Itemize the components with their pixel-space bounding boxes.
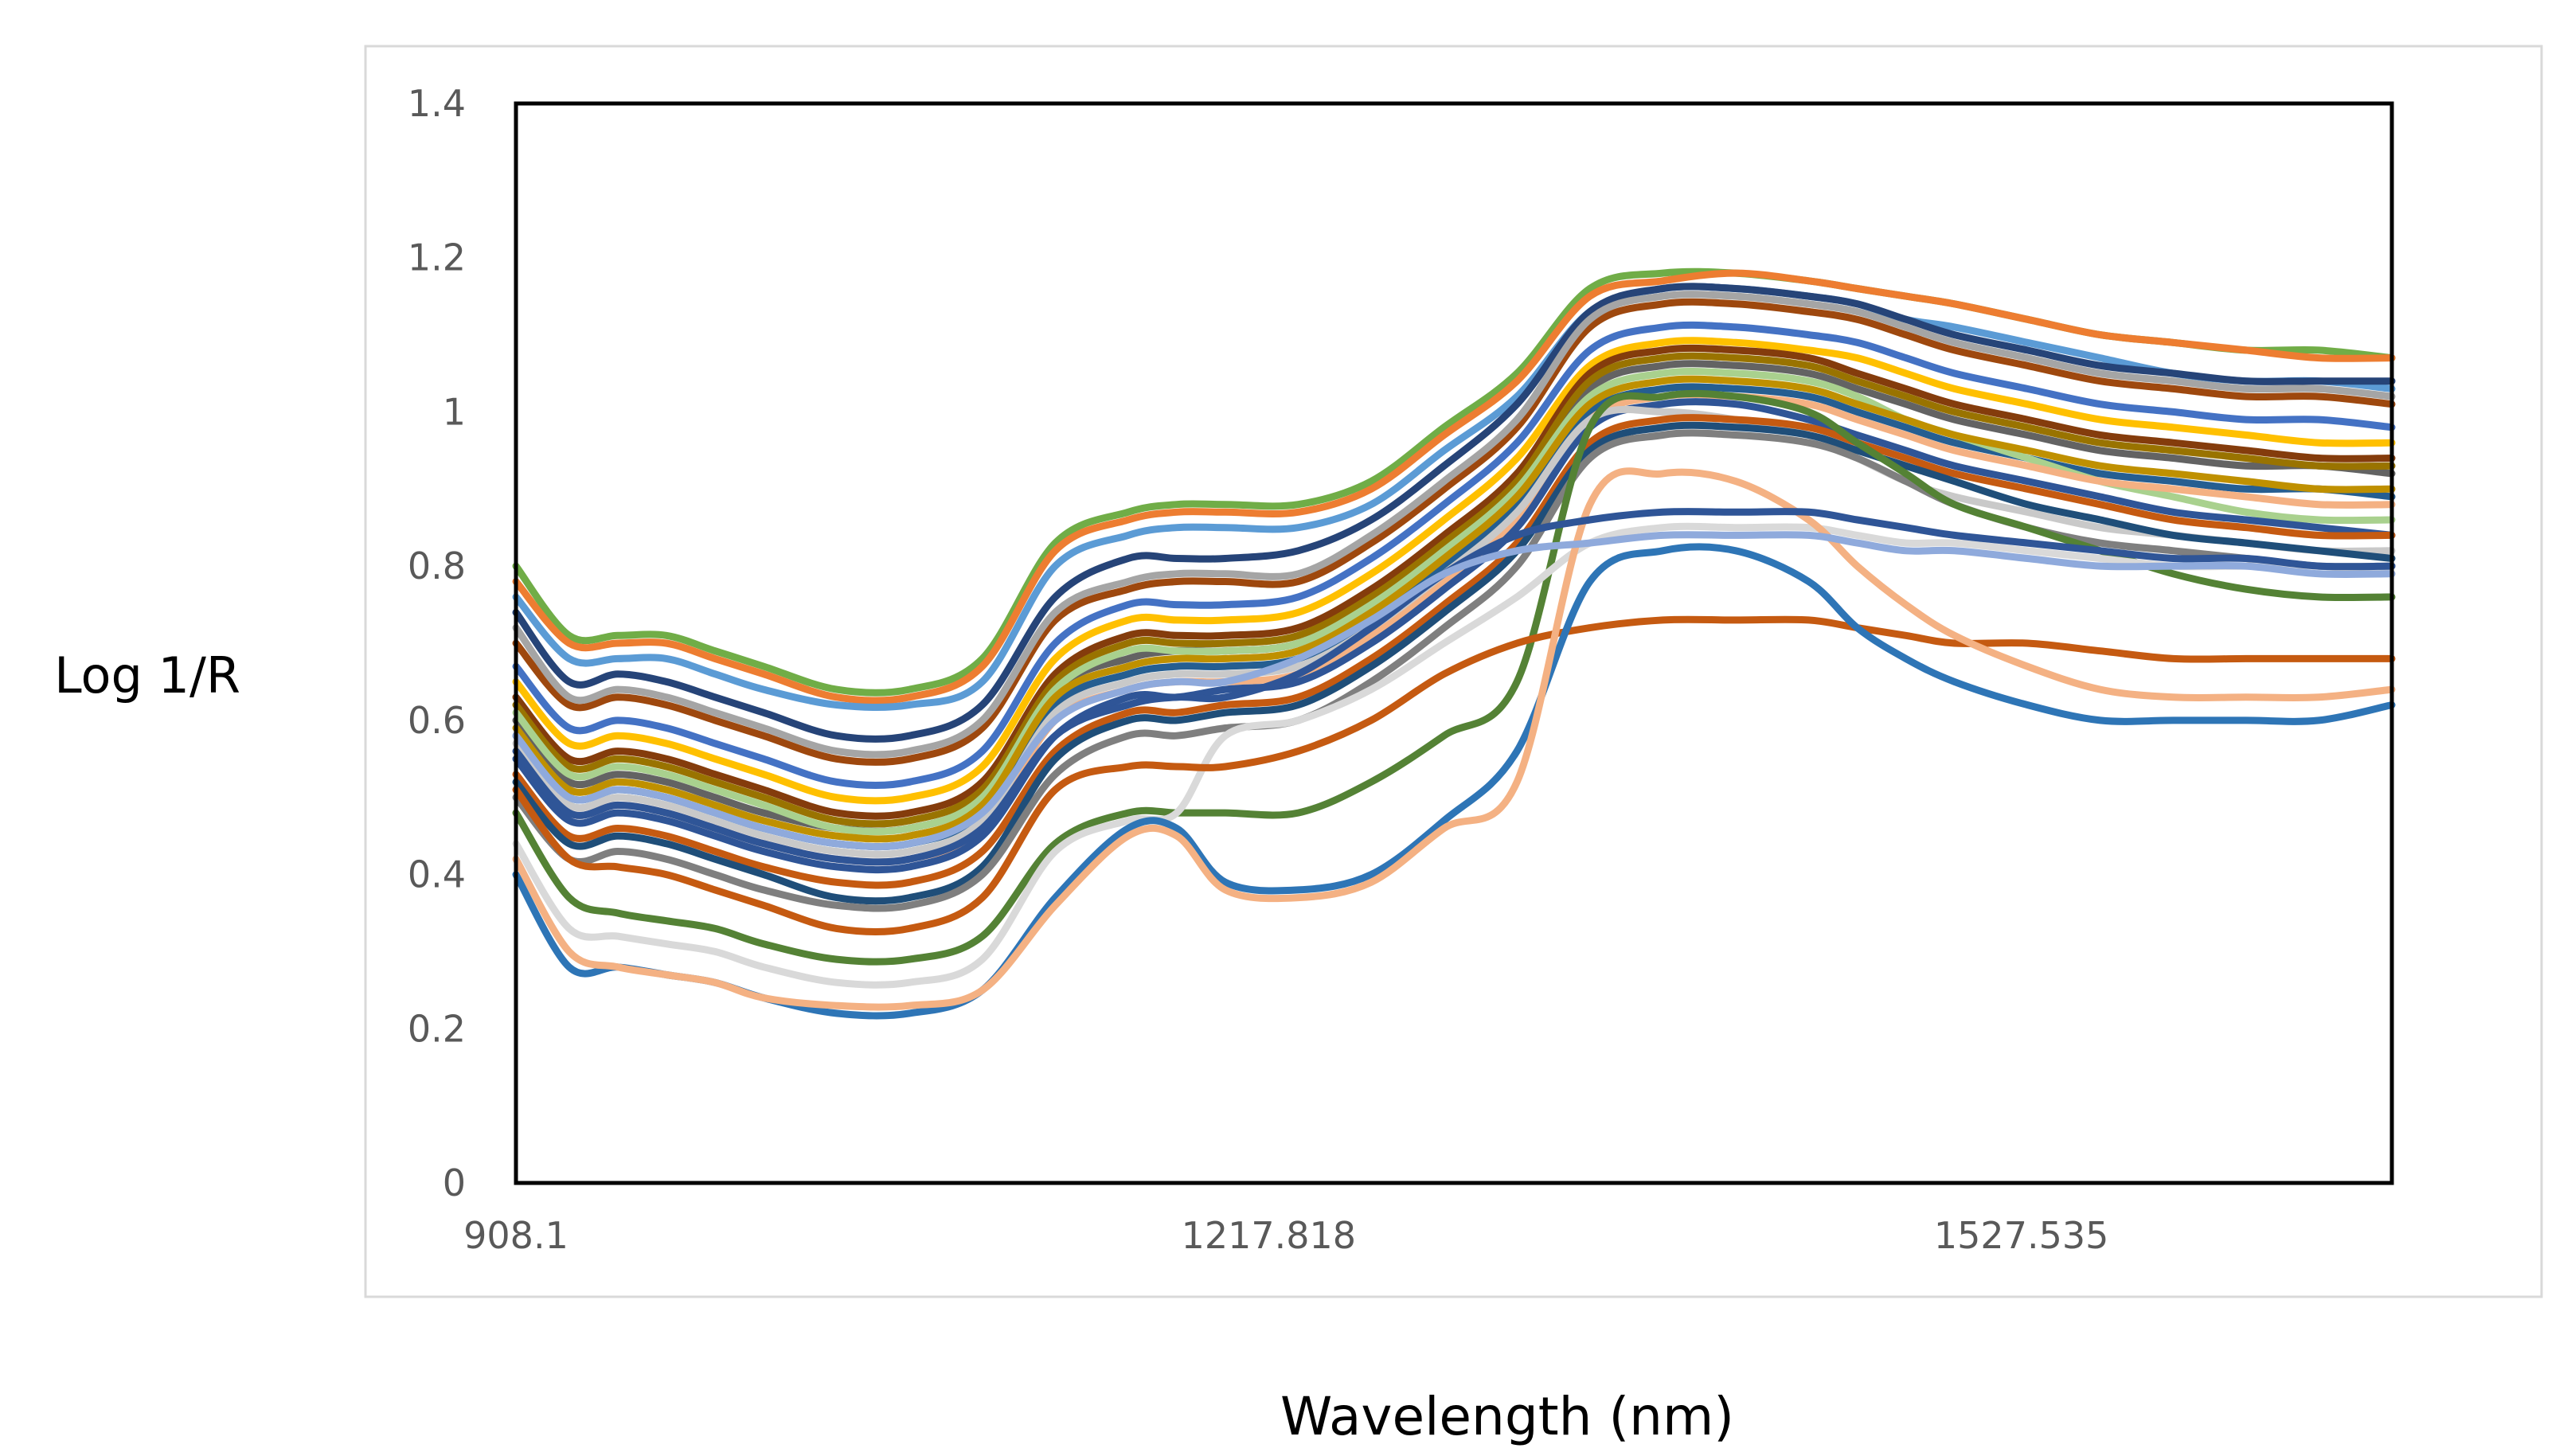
series-line-13 [512, 367, 2396, 836]
series-line-4 [512, 283, 2396, 743]
series-line-7 [512, 337, 2396, 805]
y-tick-label: 0 [443, 1161, 466, 1204]
x-tick-label: 1217.818 [1182, 1214, 1357, 1257]
y-axis-ticks: 0 0.2 0.4 0.6 0.8 1 1.2 1.4 [408, 82, 466, 1204]
series-line-20 [512, 389, 2396, 966]
y-tick-label: 0.6 [408, 699, 466, 742]
y-tick-label: 0.2 [408, 1007, 466, 1050]
series-line-27 [512, 531, 2396, 851]
series-line-26 [512, 508, 2396, 866]
series-line-18 [512, 421, 2396, 905]
series-line-23 [512, 615, 2396, 936]
y-tick-label: 1 [443, 390, 466, 433]
series-layer [512, 267, 2396, 1020]
series-line-5 [512, 298, 2396, 766]
series-line-6 [512, 291, 2396, 759]
x-tick-label: 908.1 [463, 1214, 569, 1257]
series-line-9 [512, 344, 2396, 820]
y-axis-title: Log 1/R [54, 646, 240, 705]
series-line-2 [512, 269, 2396, 705]
y-tick-label: 1.2 [408, 236, 466, 279]
series-line-8 [512, 321, 2396, 790]
series-line-22 [512, 522, 2396, 989]
series-line-25 [512, 467, 2396, 1011]
series-line-21 [512, 375, 2396, 843]
series-line-11 [512, 352, 2396, 828]
series-line-17 [512, 414, 2396, 889]
y-tick-label: 0.4 [408, 853, 466, 896]
x-tick-label: 1527.535 [1934, 1214, 2109, 1257]
series-line-15 [512, 398, 2396, 874]
x-axis-title: Wavelength (nm) [1280, 1386, 1734, 1447]
plot-area-border [514, 101, 2394, 1185]
x-axis-ticks: 908.1 1217.818 1527.535 [463, 1214, 2108, 1257]
series-line-3 [512, 283, 2396, 711]
y-tick-label: 1.4 [408, 82, 466, 125]
y-tick-label: 0.8 [408, 545, 466, 587]
